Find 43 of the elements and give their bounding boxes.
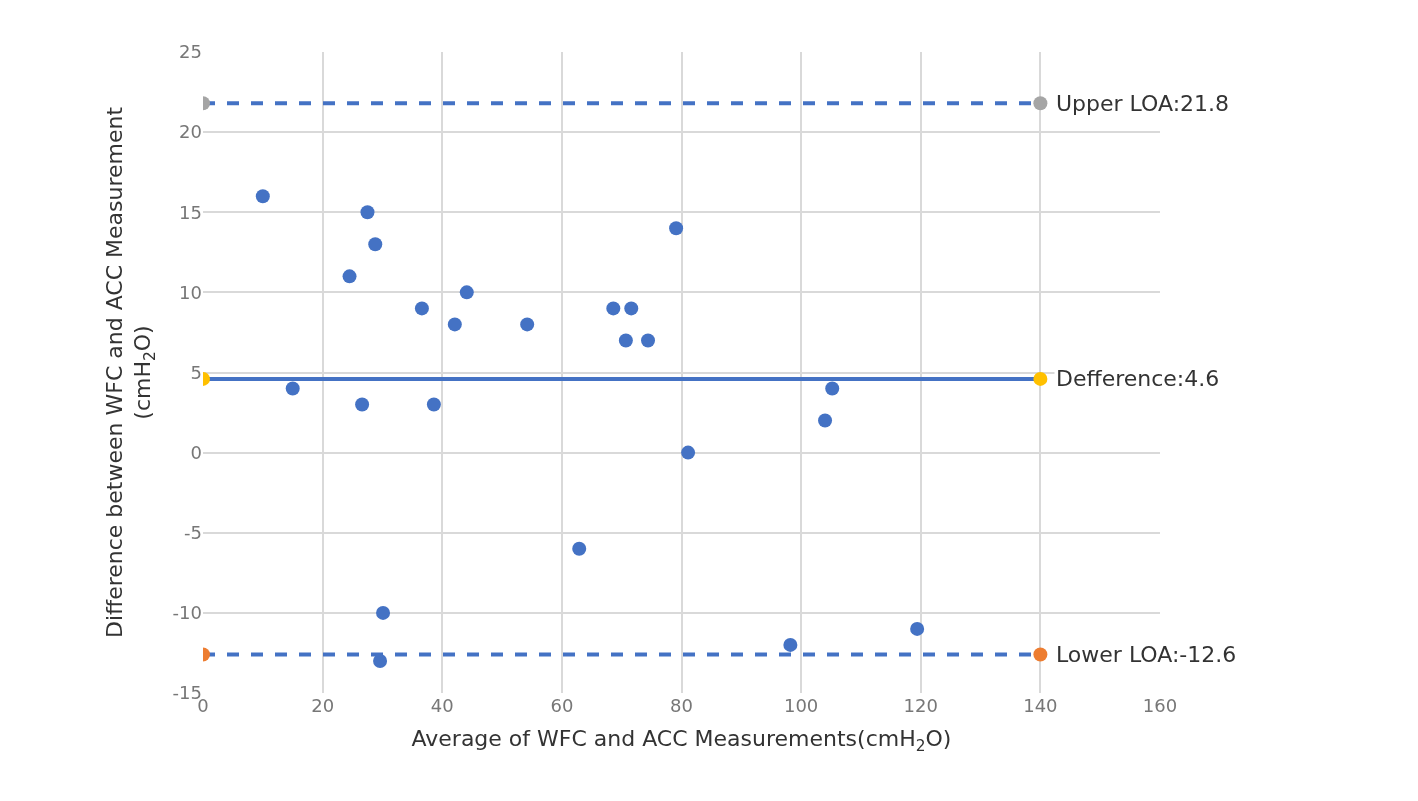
point [520, 317, 535, 332]
x-tick-label: 20 [311, 695, 335, 716]
x-tick-label: 40 [430, 695, 454, 716]
y-tick-label: 25 [179, 41, 202, 63]
y-tick-label: -10 [172, 602, 202, 624]
x-tick-label: 160 [1142, 695, 1178, 716]
point [606, 301, 621, 316]
y-tick-label: 0 [190, 441, 202, 463]
point [255, 189, 270, 204]
y-tick-label: 15 [179, 201, 202, 223]
point [355, 397, 370, 412]
y-tick-label: -5 [184, 522, 202, 544]
x-tick-label: 80 [670, 695, 693, 716]
point [825, 381, 840, 396]
x-axis-title: Average of WFC and ACC Measurements(cmH$_{2}$O) [411, 725, 952, 755]
point [624, 301, 639, 316]
point [681, 445, 696, 460]
y-tick-label: 10 [179, 281, 202, 303]
x-tick-label: 120 [903, 695, 938, 716]
point [641, 333, 656, 348]
x-tick-label: 140 [1023, 695, 1058, 716]
annotation: Defference:4.6 [1056, 366, 1220, 391]
point [572, 541, 587, 556]
point [342, 269, 357, 284]
point [669, 221, 684, 236]
point [368, 237, 383, 252]
point [285, 381, 300, 396]
point [414, 301, 429, 316]
x-tick-label: 60 [550, 695, 574, 716]
y-tick-label: 20 [179, 121, 202, 143]
point [818, 413, 833, 428]
x-tick-label: 100 [783, 695, 819, 716]
point [459, 285, 474, 300]
point [447, 317, 462, 332]
point [910, 621, 925, 636]
point [360, 205, 375, 220]
annotation: Upper LOA:21.8 [1056, 91, 1230, 116]
point [426, 397, 441, 412]
point [376, 605, 391, 620]
y-tick-label: 5 [190, 361, 202, 383]
point [783, 637, 798, 652]
annotation: Lower LOA:-12.6 [1056, 642, 1237, 667]
point [618, 333, 633, 348]
